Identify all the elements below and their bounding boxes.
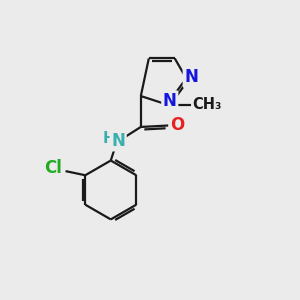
Text: Cl: Cl	[44, 159, 62, 177]
Text: H: H	[102, 131, 115, 146]
Text: O: O	[170, 116, 184, 134]
Text: N: N	[184, 68, 198, 86]
Text: CH₃: CH₃	[193, 98, 222, 112]
Text: N: N	[111, 132, 125, 150]
Text: N: N	[163, 92, 177, 110]
